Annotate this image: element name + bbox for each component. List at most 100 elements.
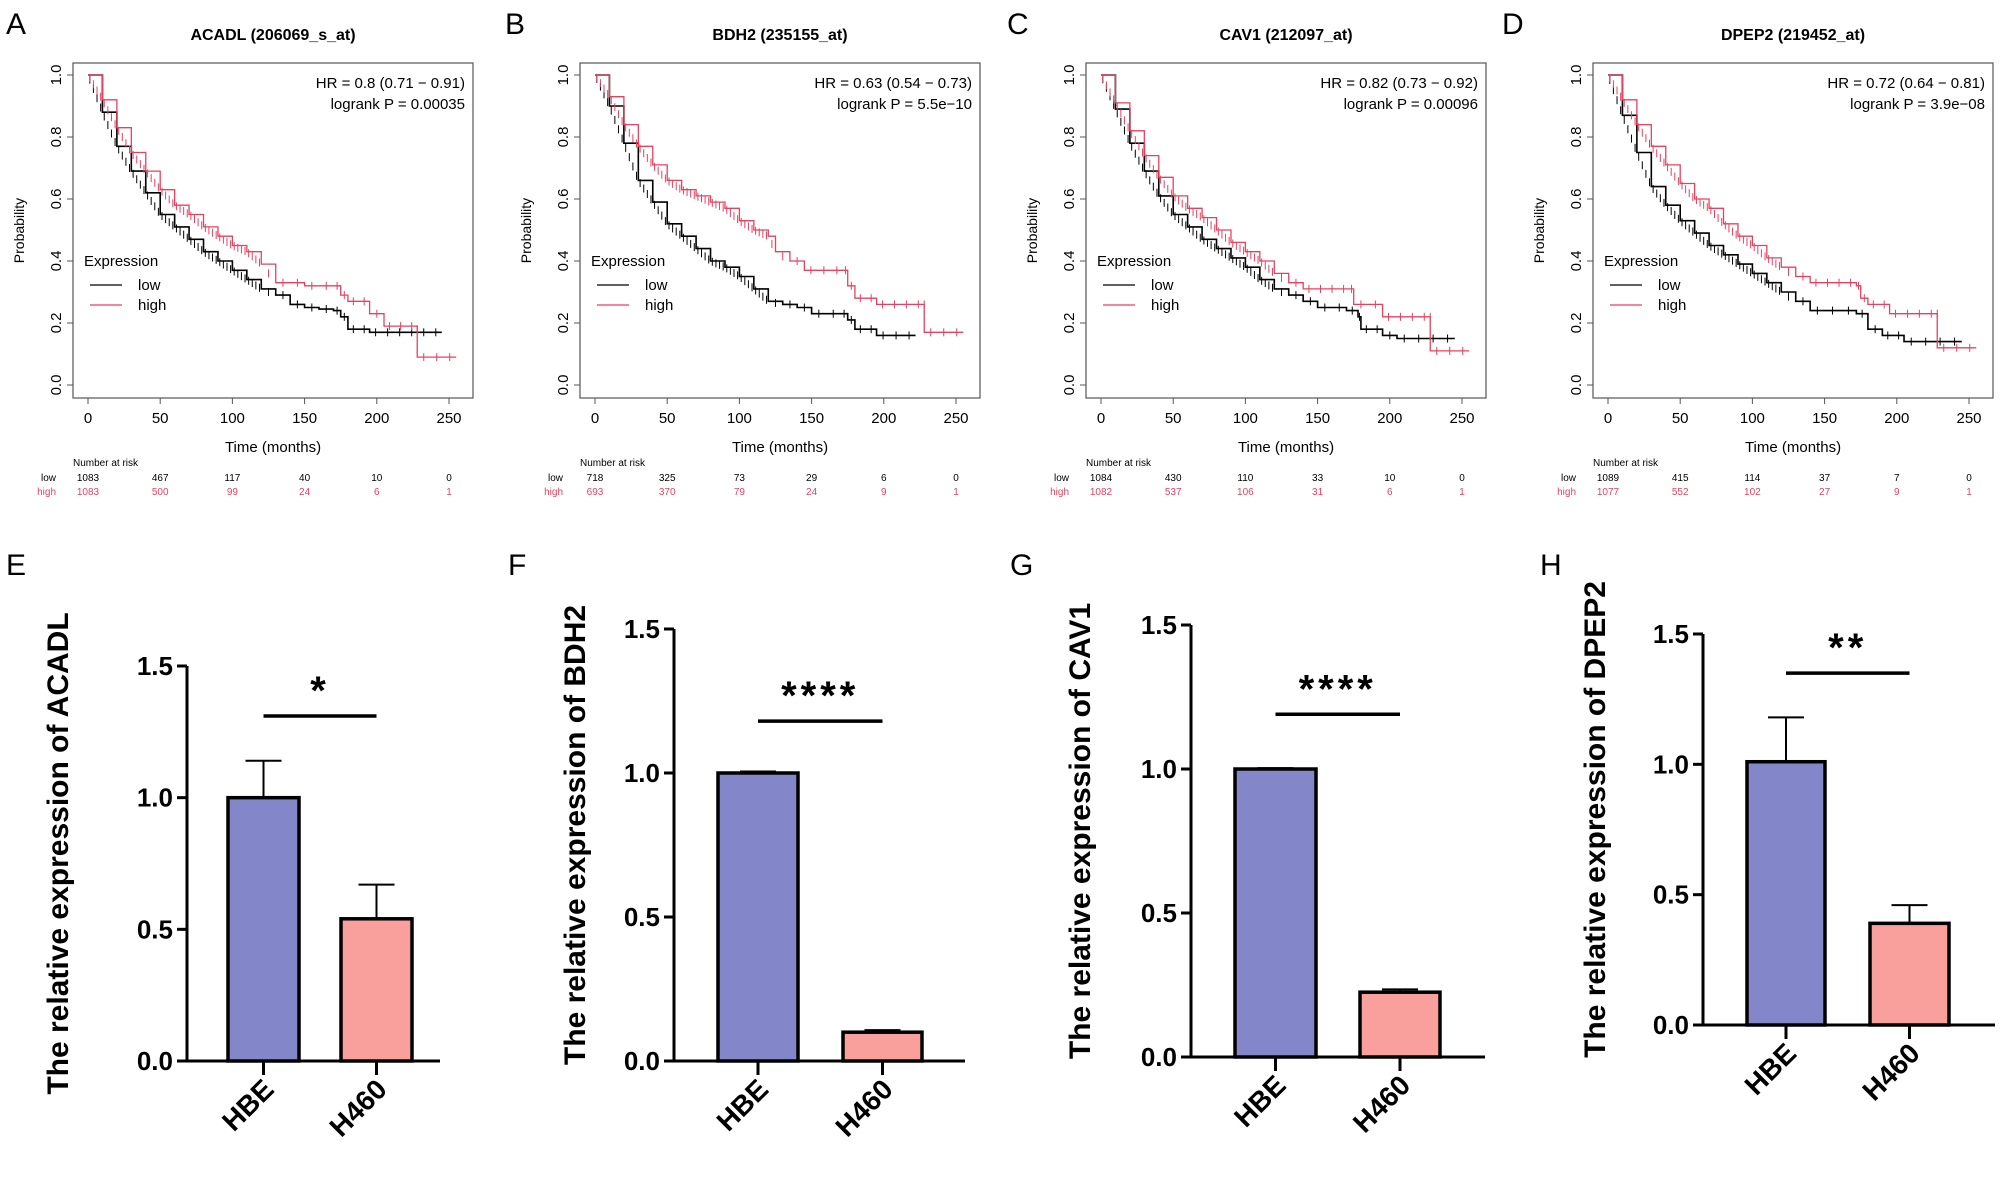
x-tick-label: 0 <box>84 410 92 427</box>
risk-value: 10 <box>371 473 383 484</box>
x-tick-label: 50 <box>1672 410 1689 427</box>
y-tick-label: 0.6 <box>555 189 572 210</box>
y-tick-label: 0.4 <box>1061 251 1078 272</box>
risk-value: 500 <box>152 487 169 498</box>
x-tick-label: 200 <box>1884 410 1909 427</box>
significance-stars: **** <box>781 674 859 718</box>
y-tick-label: 0.0 <box>48 375 65 396</box>
hr-annotation: logrank P = 0.00035 <box>331 96 465 113</box>
risk-table-header: Number at risk <box>1086 458 1152 469</box>
y-tick-label: 0.8 <box>1568 127 1585 148</box>
risk-value: 415 <box>1672 473 1689 484</box>
y-tick-label: 1.0 <box>1141 754 1177 784</box>
x-tick-label: 0 <box>1097 410 1105 427</box>
y-tick-label: 1.0 <box>555 65 572 86</box>
risk-value: 9 <box>1894 487 1900 498</box>
risk-value: 102 <box>1744 487 1761 498</box>
bar-panel-H: H The relative expression of DPEP2 0.0 0.5 1… <box>1540 549 1995 1107</box>
x-tick-label: 50 <box>659 410 676 427</box>
km-panel-B: B BDH2 (235155_at) 0.0 0.2 0.4 0.6 0.8 1.0 Proba… <box>505 8 981 498</box>
y-tick-label: 0.4 <box>1568 251 1585 272</box>
legend-label-low: low <box>645 277 668 294</box>
risk-value: 1 <box>1459 487 1465 498</box>
chart-title: BDH2 (235155_at) <box>712 27 847 44</box>
hr-annotation: HR = 0.63 (0.54 − 0.73) <box>814 75 972 92</box>
bar-h460 <box>841 1030 924 1063</box>
y-axis-label: The relative expression of ACADL <box>42 612 75 1094</box>
bar-hbe <box>716 771 800 1063</box>
legend-label-high: high <box>645 297 673 314</box>
panel-letter: D <box>1502 8 1524 41</box>
risk-value: 1083 <box>77 487 100 498</box>
legend-label-low: low <box>138 277 161 294</box>
bar-hbe <box>1745 759 1827 1027</box>
risk-row-label: low <box>41 473 57 484</box>
y-tick-label: 0.5 <box>624 902 660 932</box>
risk-table-header: Number at risk <box>73 458 139 469</box>
y-tick-label: 1.0 <box>1568 65 1585 86</box>
chart-title: DPEP2 (219452_at) <box>1721 27 1865 44</box>
x-tick-label: H460 <box>829 1073 898 1142</box>
risk-value: 6 <box>881 473 887 484</box>
y-tick-label: 1.0 <box>48 65 65 86</box>
survival-curve-low <box>1101 74 1455 340</box>
risk-value: 1082 <box>1090 487 1113 498</box>
y-tick-label: 1.5 <box>624 614 660 644</box>
y-tick-label: 1.5 <box>1653 619 1689 649</box>
panel-letter: H <box>1540 549 1562 582</box>
significance-stars: **** <box>1299 667 1377 711</box>
y-tick-label: 0.2 <box>1568 313 1585 334</box>
y-tick-label: 0.4 <box>555 251 572 272</box>
risk-value: 1 <box>1966 487 1972 498</box>
y-tick-label: 0.0 <box>624 1046 660 1076</box>
panel-letter: B <box>505 8 525 41</box>
bar-panel-F: F The relative expression of BDH2 0.0 0.5 1.… <box>508 549 965 1143</box>
x-tick-label: 100 <box>727 410 752 427</box>
x-axis-label: Time (months) <box>732 439 828 456</box>
legend-label-low: low <box>1151 277 1174 294</box>
x-tick-label: H460 <box>1347 1069 1416 1138</box>
x-tick-label: 100 <box>220 410 245 427</box>
y-tick-label: 0.6 <box>1061 189 1078 210</box>
y-tick-label: 0.8 <box>1061 127 1078 148</box>
risk-value: 110 <box>1237 473 1253 484</box>
y-tick-label: 0.2 <box>1061 313 1078 334</box>
legend-title: Expression <box>591 253 665 270</box>
risk-table-header: Number at risk <box>1593 458 1659 469</box>
y-tick-label: 0.0 <box>555 375 572 396</box>
risk-value: 99 <box>227 487 239 498</box>
y-tick-label: 0.2 <box>555 313 572 334</box>
risk-value: 114 <box>1744 473 1760 484</box>
risk-value: 0 <box>953 473 959 484</box>
risk-value: 325 <box>659 473 676 484</box>
x-tick-label: H460 <box>323 1073 392 1142</box>
hr-annotation: HR = 0.8 (0.71 − 0.91) <box>316 75 465 92</box>
risk-value: 693 <box>587 487 604 498</box>
chart-title: ACADL (206069_s_at) <box>190 27 355 44</box>
survival-curve-low <box>88 74 442 334</box>
x-tick-label: 150 <box>292 410 317 427</box>
hr-annotation: logrank P = 0.00096 <box>1344 96 1478 113</box>
x-tick-label: 200 <box>1377 410 1402 427</box>
survival-curve-high <box>88 74 457 358</box>
risk-value: 370 <box>659 487 676 498</box>
survival-curve-high <box>1101 74 1470 352</box>
y-axis-label: Probability <box>1024 198 1040 263</box>
bar-hbe <box>1233 767 1318 1059</box>
panel-letter: C <box>1007 8 1029 41</box>
y-tick-label: 1.0 <box>1653 749 1689 779</box>
y-axis-label: Probability <box>11 198 27 263</box>
risk-value: 1084 <box>1090 473 1113 484</box>
risk-row-label: low <box>1054 473 1070 484</box>
risk-value: 31 <box>1312 487 1324 498</box>
x-tick-label: 150 <box>799 410 824 427</box>
survival-curve-high <box>595 74 964 333</box>
chart-title: CAV1 (212097_at) <box>1219 27 1352 44</box>
legend-title: Expression <box>1097 253 1171 270</box>
y-tick-label: 0.2 <box>48 313 65 334</box>
risk-value: 33 <box>1312 473 1324 484</box>
y-axis-label: Probability <box>1531 198 1547 263</box>
risk-value: 24 <box>806 487 818 498</box>
x-tick-label: 150 <box>1305 410 1330 427</box>
x-tick-label: 50 <box>1165 410 1182 427</box>
